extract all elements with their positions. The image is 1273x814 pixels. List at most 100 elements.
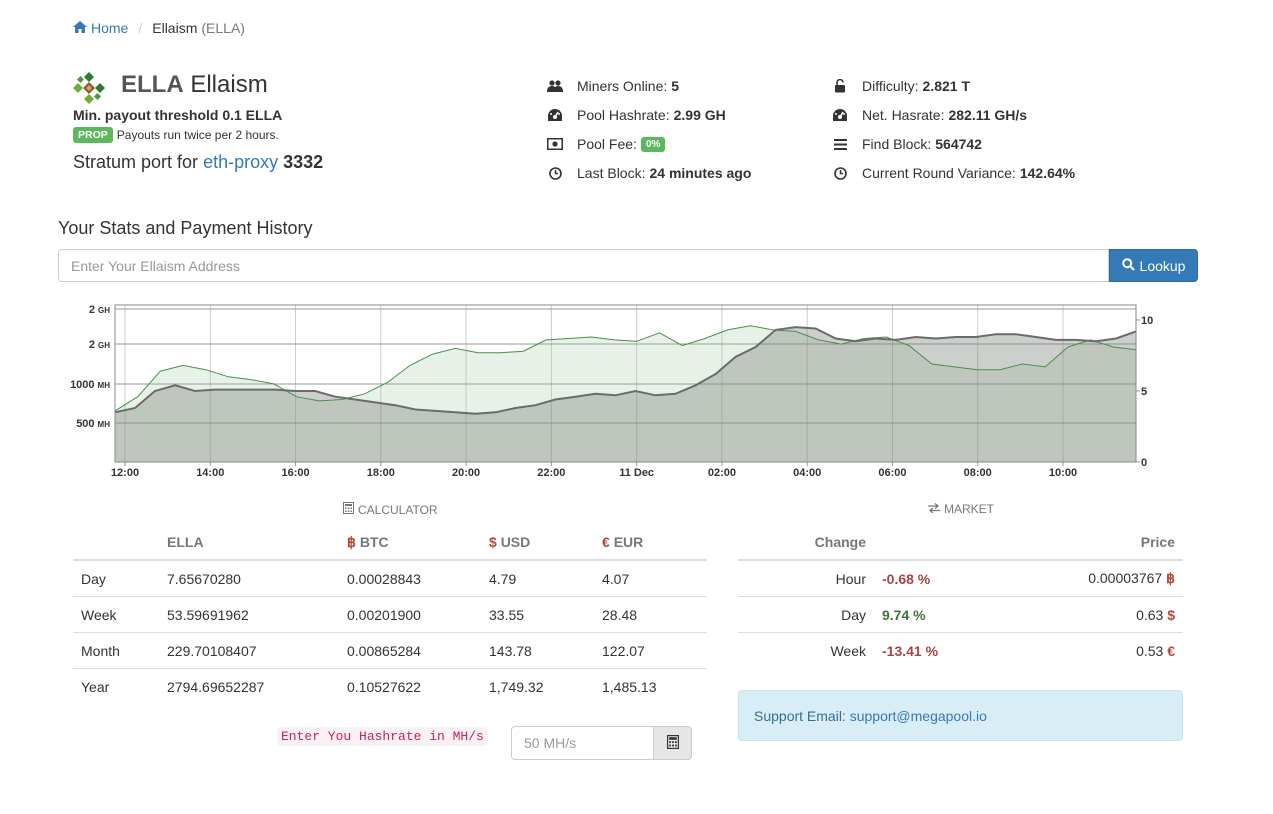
period-cell: Month — [73, 632, 159, 669]
table-row: Week 53.59691962 0.00201900 33.55 28.48 — [73, 596, 707, 633]
value-cell: 1,485.13 — [594, 668, 707, 704]
period-cell: Day — [738, 596, 874, 633]
coin-name: Ellaism — [190, 71, 268, 98]
stat-value: 24 minutes ago — [649, 165, 752, 181]
change-cell: -0.68 % — [882, 570, 931, 587]
stat-net-hashrate: Net. Hasrate: 282.11 GH/s — [832, 105, 1075, 125]
column-header-usd: $ USD — [481, 525, 594, 561]
stat-label: Pool Fee: — [577, 136, 637, 152]
price-value: 0.53 — [1136, 642, 1164, 659]
earnings-calculator-table: ELLA ฿ BTC $ USD € EUR Day 7.65670280 0.00… — [73, 525, 707, 704]
value-cell: 0.00201900 — [339, 596, 481, 633]
payout-schedule: Payouts run twice per 2 hours. — [116, 128, 279, 142]
chart-x-tick-label: 02:00 — [708, 467, 736, 479]
stat-label: Find Block: — [862, 136, 932, 152]
change-cell: -13.41 % — [874, 632, 970, 668]
table-row: Month 229.70108407 0.00865284 143.78 122.07 — [73, 632, 707, 669]
chart-x-tick-label: 06:00 — [878, 467, 906, 479]
column-header-change-value — [874, 525, 970, 561]
chart-series-hashrate-area — [115, 327, 1136, 462]
column-header-label: BTC — [359, 533, 389, 550]
table-header-row: Change Price — [738, 525, 1183, 561]
chart-y2-tick-label: 0 — [1141, 457, 1147, 469]
stratum-info: Stratum port for eth-proxy 3332 — [73, 152, 323, 173]
breadcrumb: Home / Ellaism (ELLA) — [73, 20, 245, 36]
price-value: 0.00003767 — [1088, 570, 1163, 586]
chart-y-tick-label: 2 GH — [89, 339, 110, 351]
support-email-link[interactable]: support@megapool.io — [849, 707, 987, 724]
euro-icon: € — [602, 534, 610, 550]
tachometer-icon — [547, 107, 563, 123]
stat-last-block: Last Block: 24 minutes ago — [547, 163, 751, 183]
value-cell: 0.10527622 — [339, 668, 481, 704]
money-icon — [547, 136, 563, 152]
currency-icon: € — [1167, 642, 1175, 659]
table-row: Year 2794.69652287 0.10527622 1,749.32 1,485… — [73, 668, 707, 704]
table-header-row: ELLA ฿ BTC $ USD € EUR — [73, 525, 707, 561]
payout-scheme-badge: PROP — [73, 127, 113, 143]
calculator-heading-label: CALCULATOR — [358, 502, 438, 517]
pool-stats: Miners Online: 5 Pool Hashrate: 2.99 GH Po… — [547, 76, 751, 183]
hashrate-hint: Enter You Hashrate in MH/s — [277, 727, 488, 746]
column-header-change: Change — [738, 525, 874, 561]
network-stats: Difficulty: 2.821 T Net. Hasrate: 282.11 G… — [832, 76, 1075, 183]
market-heading-label: MARKET — [944, 502, 995, 516]
stat-miners-online: Miners Online: 5 — [547, 76, 751, 96]
value-cell: 7.65670280 — [167, 570, 241, 587]
lookup-button[interactable]: Lookup — [1109, 249, 1198, 282]
stat-pool-fee: Pool Fee: 0% — [547, 134, 751, 154]
stat-label: Last Block: — [577, 165, 646, 181]
change-cell: 9.74 % — [874, 596, 970, 633]
price-cell: 0.53 € — [970, 632, 1183, 668]
calculate-button[interactable] — [653, 726, 692, 760]
tick-number: 1000 — [70, 379, 94, 391]
period-cell: Day — [81, 570, 106, 587]
stat-label: Miners Online: — [577, 78, 668, 94]
period-cell: Year — [73, 668, 159, 704]
value-cell: 53.59691962 — [159, 596, 339, 633]
bars-icon — [832, 136, 848, 152]
table-row: Week -13.41 % 0.53 € — [738, 632, 1183, 668]
stats-section-title: Your Stats and Payment History — [58, 218, 313, 238]
chart-x-tick-label: 22:00 — [537, 467, 565, 479]
chart-y-tick-label: 2 GH — [89, 304, 110, 316]
breadcrumb-home-link[interactable]: Home — [91, 20, 129, 36]
chart-x-tick-label: 04:00 — [793, 467, 821, 479]
breadcrumb-separator: / — [138, 20, 143, 36]
stratum-proto-link[interactable]: eth-proxy — [203, 152, 279, 172]
stat-label: Pool Hashrate: — [577, 107, 670, 123]
column-header-btc: ฿ BTC — [339, 525, 481, 561]
home-icon[interactable] — [73, 20, 87, 36]
column-header-period — [73, 525, 159, 561]
pool-fee-badge: 0% — [640, 136, 666, 152]
stat-pool-hashrate: Pool Hashrate: 2.99 GH — [547, 105, 751, 125]
period-cell: Week — [738, 632, 874, 668]
value-cell: 122.07 — [594, 632, 707, 669]
coin-logo — [72, 71, 106, 105]
value-cell: 1,749.32 — [481, 668, 594, 704]
tick-number: 2 — [89, 304, 95, 316]
dollar-icon: $ — [489, 534, 497, 550]
table-row: Day 7.65670280 0.00028843 4.79 4.07 — [73, 560, 707, 597]
chart-x-tick-label: 14:00 — [196, 467, 224, 479]
column-header-price: Price — [970, 525, 1183, 561]
chart-x-tick-label: 08:00 — [964, 467, 992, 479]
address-input[interactable] — [58, 249, 1109, 282]
calculator-icon — [666, 734, 679, 752]
hashrate-input[interactable] — [511, 726, 654, 760]
stat-round-variance: Current Round Variance: 142.64% — [832, 163, 1075, 183]
value-cell: 33.55 — [481, 596, 594, 633]
users-icon — [547, 78, 563, 94]
bitcoin-icon: ฿ — [347, 533, 356, 550]
search-icon — [1121, 257, 1135, 274]
stratum-prefix: Stratum port for — [73, 152, 199, 172]
chart-x-tick-label: 11 Dec — [619, 467, 654, 479]
stratum-port: 3332 — [283, 152, 324, 172]
payout-info: PROP Payouts run twice per 2 hours. — [73, 127, 279, 143]
chart-x-tick-label: 16:00 — [281, 467, 309, 479]
tick-unit: MH — [98, 420, 111, 429]
stat-label: Difficulty: — [862, 78, 919, 94]
breadcrumb-current: Ellaism — [152, 20, 198, 36]
price-cell: 0.00003767 ฿ — [970, 560, 1183, 597]
hashrate-chart: 12:00 14:00 16:00 18:00 20:00 22:00 11 Dec 02:0… — [70, 304, 1153, 479]
